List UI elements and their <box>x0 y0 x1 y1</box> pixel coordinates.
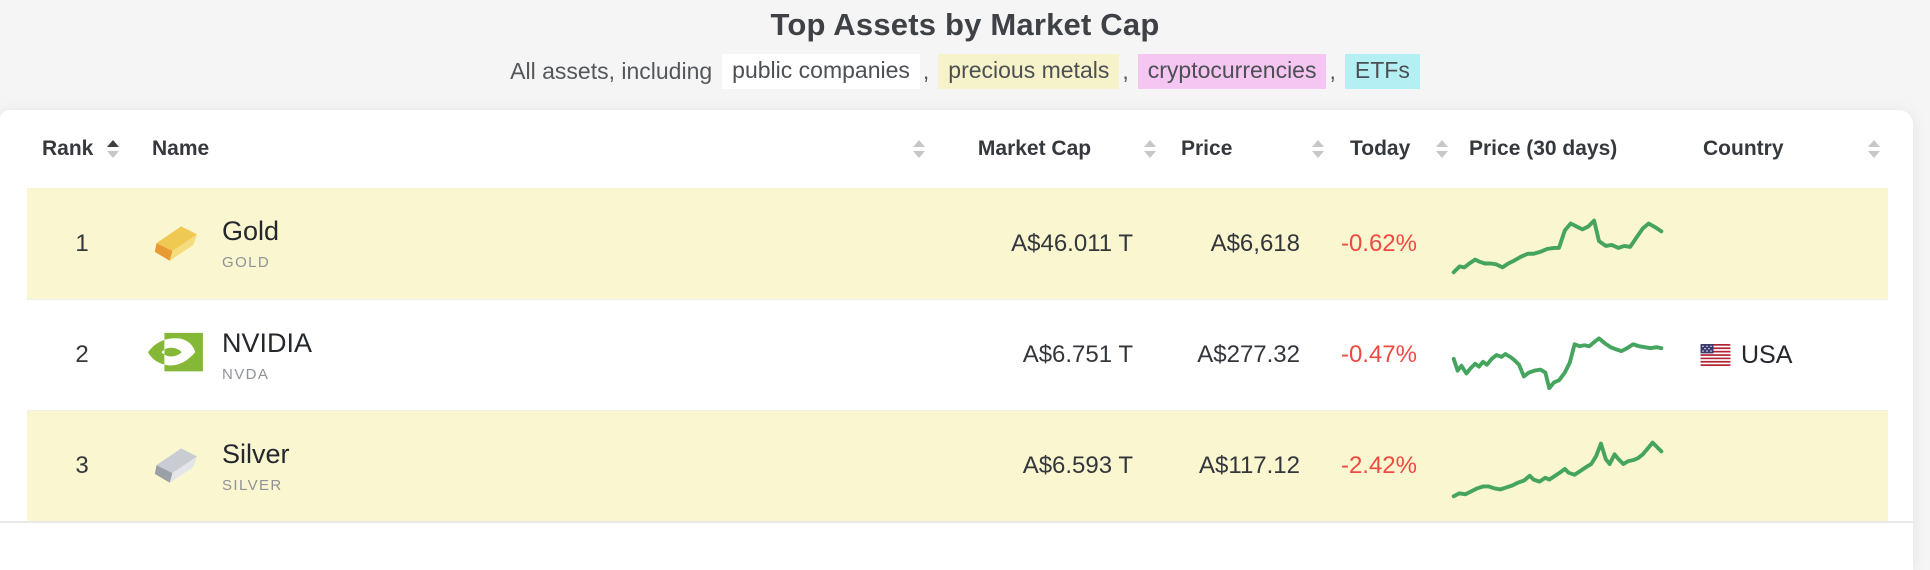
price-30d-sparkline <box>1450 316 1670 394</box>
asset-name[interactable]: NVIDIA <box>222 327 313 358</box>
market-cap-value: A$6.751 T <box>1022 341 1133 368</box>
today-change-value: -2.42% <box>1340 452 1417 479</box>
nvidia-logo-icon <box>137 330 212 380</box>
price-value: A$277.32 <box>1197 341 1300 368</box>
subtitle-separator: , <box>1122 58 1129 84</box>
sort-arrows-rank-icon[interactable] <box>107 140 120 158</box>
asset-ticker: GOLD <box>222 254 271 271</box>
sort-arrows-name-icon[interactable] <box>913 140 925 158</box>
page-title: Top Assets by Market Cap <box>770 7 1160 42</box>
column-header-price[interactable]: Price <box>1158 137 1330 161</box>
rank-value: 1 <box>75 229 89 257</box>
market-cap-value: A$6.593 T <box>1022 452 1133 479</box>
sort-arrows-market-cap-icon[interactable] <box>1143 140 1156 158</box>
sort-arrows-price-icon[interactable] <box>1312 140 1324 158</box>
silver-bar-icon <box>137 442 212 490</box>
column-header-market-cap[interactable]: Market Cap <box>913 137 1158 161</box>
column-header-country[interactable]: Country <box>1670 137 1888 161</box>
sort-arrows-country-icon[interactable] <box>1868 140 1880 158</box>
column-header-price-30-days: Price (30 days) <box>1450 137 1670 161</box>
table-header-row: Rank Name Market Cap Price <box>27 110 1888 188</box>
today-header-label: Today <box>1350 137 1411 160</box>
page: { "page": { "title": "Top Assets by Mark… <box>0 7 1930 523</box>
sort-arrows-today-icon[interactable] <box>1436 140 1448 158</box>
country-cell: USA <box>1670 341 1888 370</box>
column-header-name[interactable]: Name <box>137 137 913 161</box>
subtitle-prefix: All assets, including <box>510 58 713 84</box>
today-change-value: -0.62% <box>1340 229 1417 257</box>
market-cap-header-label: Market Cap <box>977 137 1092 160</box>
subtitle-separator: , <box>1329 58 1336 84</box>
link-cryptocurrencies[interactable]: cryptocurrencies <box>1137 54 1327 89</box>
table-row-silver[interactable]: 3 Silver SILVER A$6.593 T A$117.12 -2.42… <box>27 410 1888 521</box>
asset-name[interactable]: Gold <box>222 216 280 246</box>
gold-bar-icon <box>137 220 212 268</box>
subtitle-separator: , <box>922 58 930 84</box>
column-header-today[interactable]: Today <box>1330 137 1450 161</box>
name-header-label: Name <box>152 137 210 160</box>
country-header-label: Country <box>1703 137 1784 160</box>
table-body: 1 Gold GOLD A$46.011 T A$6,618 -0.62% <box>0 188 1913 523</box>
price-value: A$117.12 <box>1199 452 1300 479</box>
price-value: A$6,618 <box>1210 229 1300 257</box>
rank-value: 3 <box>75 452 89 479</box>
usa-flag-icon <box>1700 344 1731 366</box>
asset-ticker: SILVER <box>222 476 283 494</box>
country-label: USA <box>1741 340 1793 369</box>
rank-value: 2 <box>75 341 89 368</box>
price-header-label: Price <box>1181 137 1233 160</box>
table-row-gold[interactable]: 1 Gold GOLD A$46.011 T A$6,618 -0.62% <box>27 188 1888 299</box>
price-30d-sparkline <box>1450 427 1670 505</box>
link-precious-metals[interactable]: precious metals <box>938 54 1120 89</box>
today-change-value: -0.47% <box>1340 341 1417 368</box>
asset-name[interactable]: Silver <box>222 438 290 469</box>
market-cap-value: A$46.011 T <box>1011 229 1133 257</box>
price-30d-sparkline <box>1450 205 1670 283</box>
subtitle: All assets, including public companies ,… <box>0 54 1930 89</box>
assets-table-card: Rank Name Market Cap Price <box>0 110 1913 570</box>
table-row-nvidia[interactable]: 2 NVIDIA NVDA A$6.7 <box>27 299 1888 410</box>
column-header-rank[interactable]: Rank <box>27 137 137 161</box>
rank-header-label: Rank <box>42 137 94 160</box>
link-public-companies[interactable]: public companies <box>722 54 920 89</box>
price-30-days-header-label: Price (30 days) <box>1469 137 1618 160</box>
asset-ticker: NVDA <box>222 365 270 383</box>
link-etfs[interactable]: ETFs <box>1344 54 1420 89</box>
